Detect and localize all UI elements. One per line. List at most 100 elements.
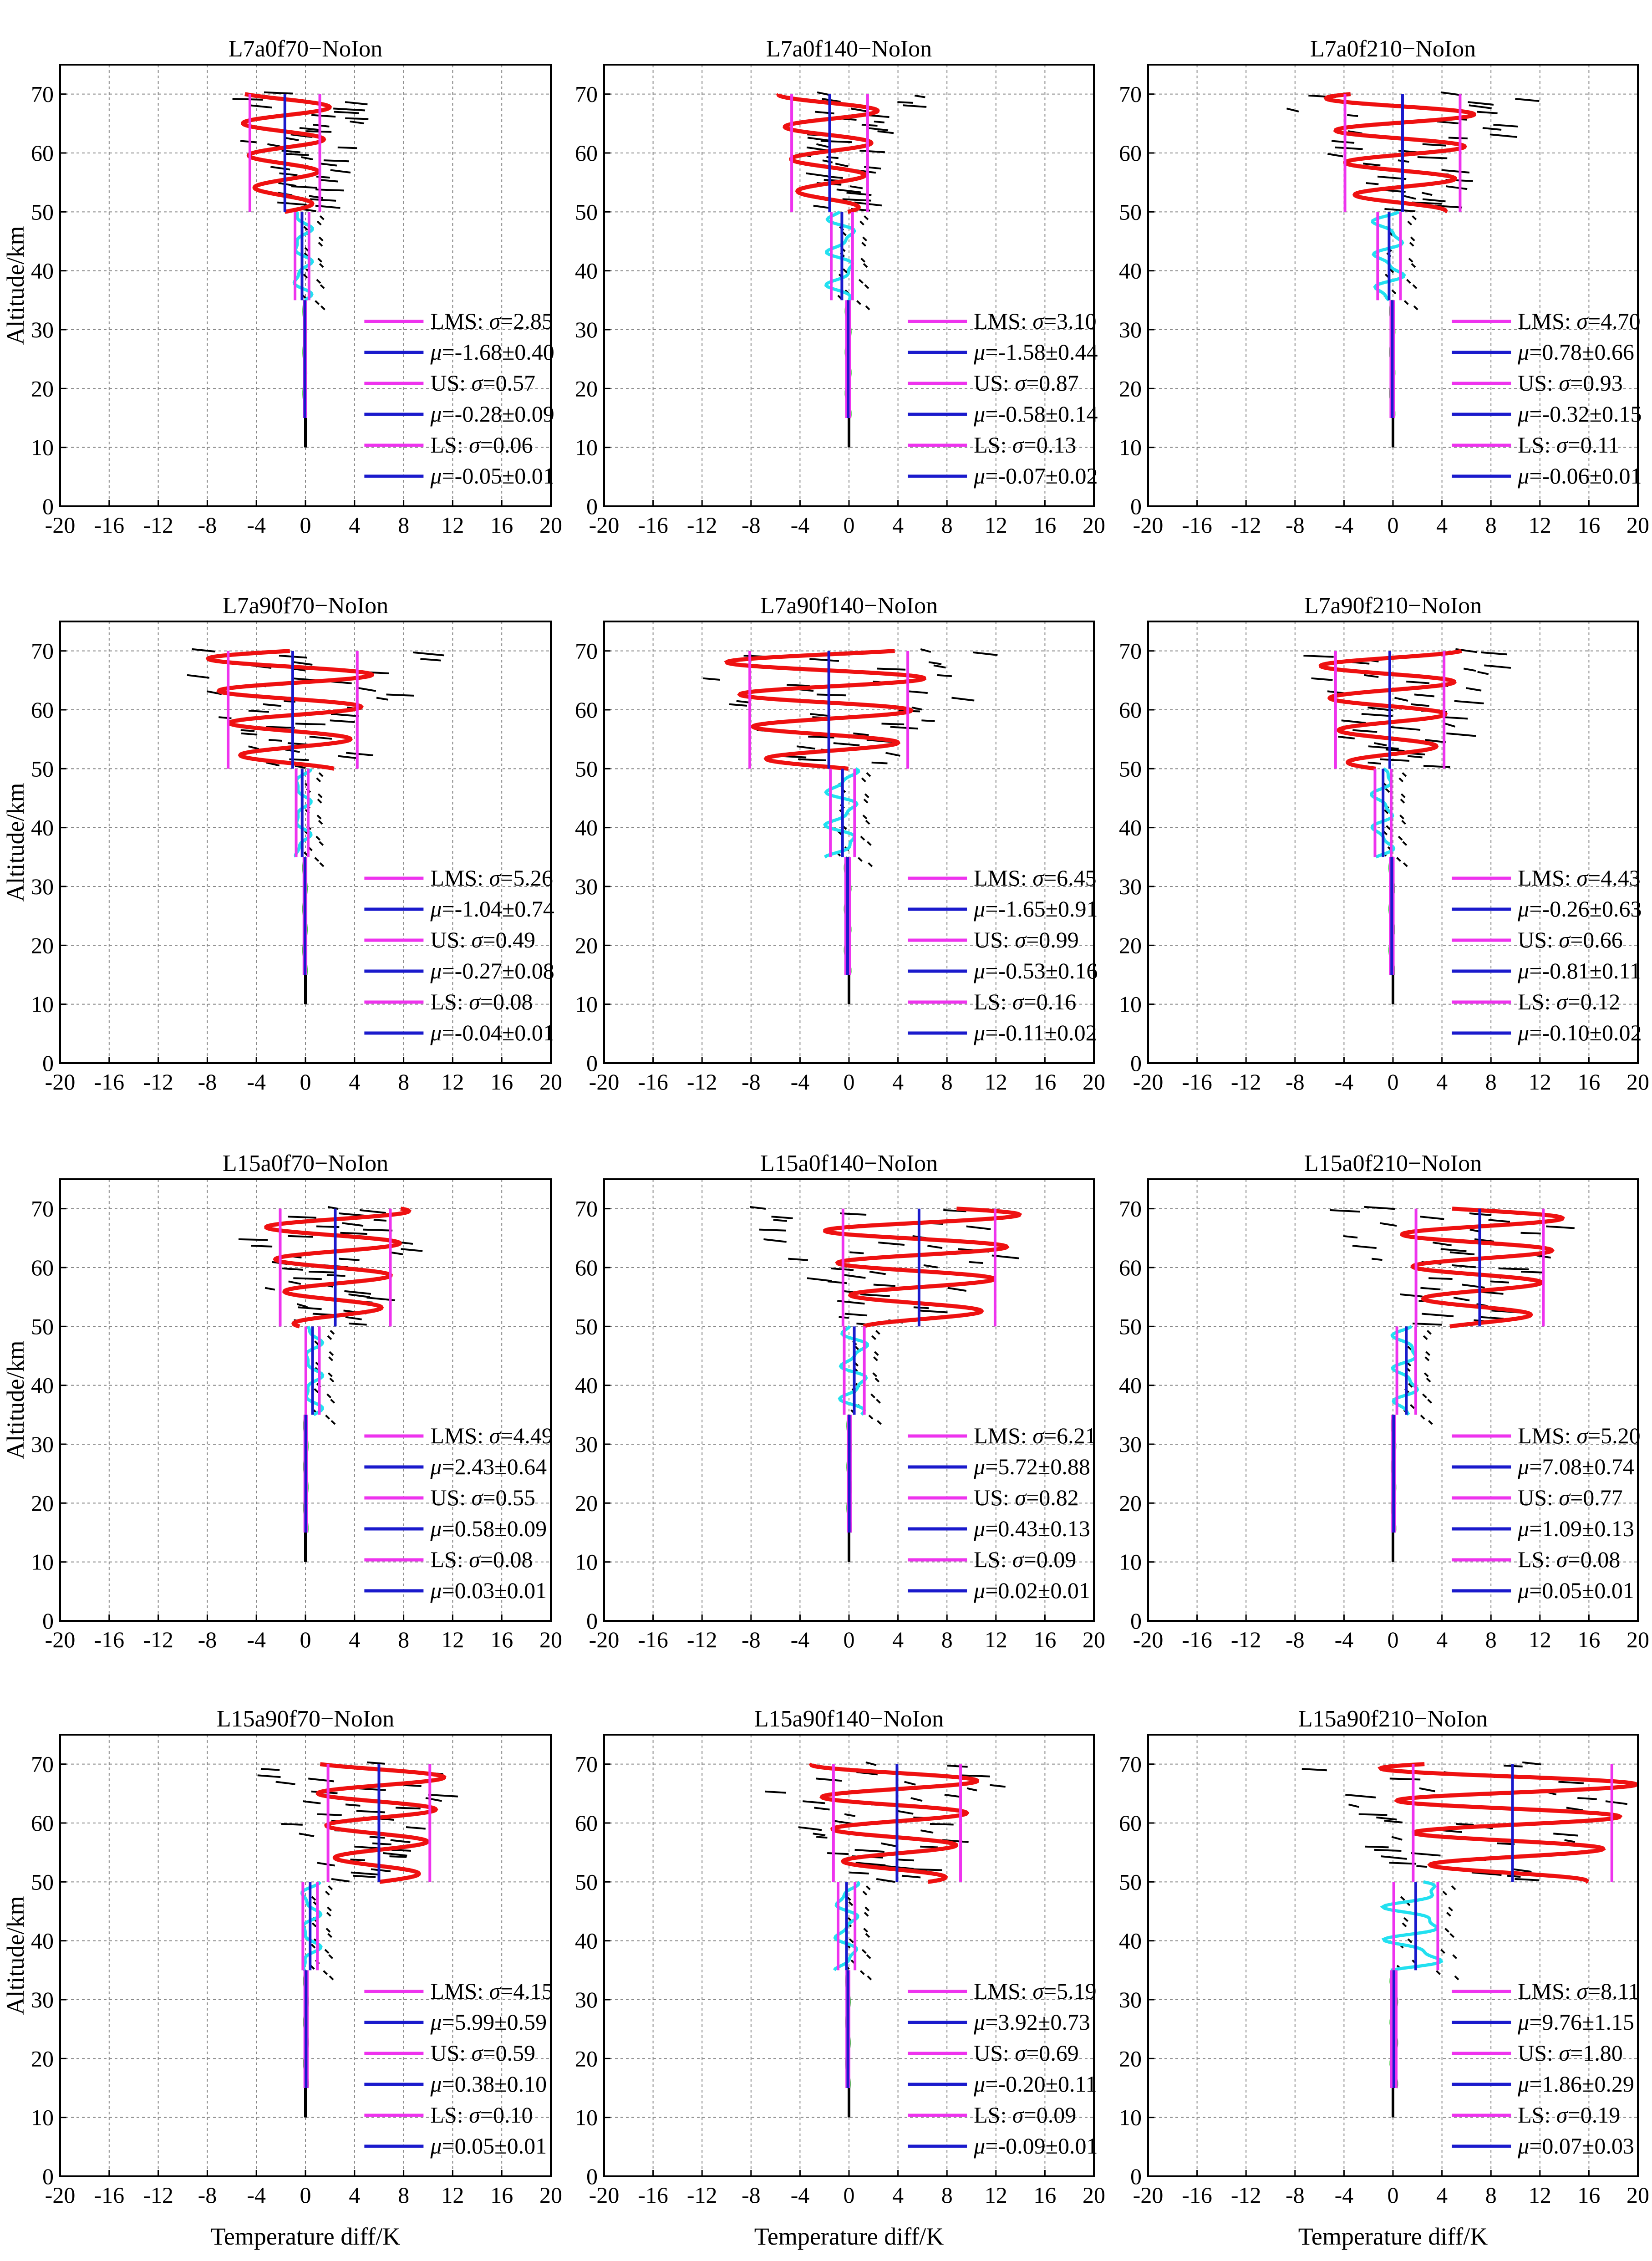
x-tick-label: -12 [687,1069,717,1095]
x-tick-label: -16 [94,512,124,538]
x-tick-label: -8 [1286,1069,1305,1095]
y-tick-label: 20 [31,932,54,958]
legend-entry: μ=-0.07±0.02 [973,463,1098,489]
legend-entry: μ=-0.58±0.14 [973,401,1098,427]
legend-entry: LMS: σ=5.26 [430,865,553,891]
panel-frame [603,1178,1095,1622]
legend-entry: LS: σ=0.08 [430,989,533,1014]
y-tick-label: 60 [1119,697,1142,723]
legend-entry: μ=0.38±0.10 [430,2071,547,2097]
panel-plot-area [232,91,369,448]
red-profile [1318,649,1462,771]
x-tick-label: 12 [1529,1627,1551,1652]
x-tick-label: 0 [1388,512,1399,538]
x-tick-label: 20 [1083,1627,1105,1652]
legend: LMS: σ=5.20 μ=7.08±0.74 US: σ=0.77 μ=1.09±0… [1452,1423,1641,1603]
x-tick-label: -16 [638,1069,668,1095]
y-tick-label: 70 [31,81,54,107]
red-profile [1323,92,1477,214]
legend-entry: μ=2.43±0.64 [430,1454,547,1479]
x-tick-label: -20 [45,1069,76,1095]
legend-entry: US: σ=0.87 [974,370,1079,396]
x-tick-label: 20 [1627,512,1649,538]
y-tick-label: 50 [31,1869,54,1894]
y-tick-label: 50 [575,1314,598,1339]
y-tick-label: 0 [1130,1608,1142,1634]
legend: LMS: σ=4.49 μ=2.43±0.64 US: σ=0.55 μ=0.58±0… [364,1423,553,1603]
y-tick-label: 30 [575,1987,598,2012]
y-tick-label: 0 [1130,2164,1142,2189]
x-tick-label: -16 [94,2182,124,2208]
legend-entry: LMS: σ=3.10 [974,308,1097,334]
y-tick-label: 20 [1119,1490,1142,1516]
x-tick-label: 16 [1033,1069,1056,1095]
x-tick-label: 8 [941,1627,953,1652]
legend-entry: US: σ=0.99 [974,927,1079,952]
x-tick-label: -8 [198,2182,217,2208]
legend-entry: LMS: σ=4.70 [1518,308,1641,334]
y-tick-label: 40 [575,1928,598,1954]
y-tick-label: 20 [575,932,598,958]
y-tick-label: 10 [1119,1549,1142,1575]
y-tick-label: 10 [31,435,54,460]
y-tick-label: 0 [586,2164,598,2189]
x-tick-label: -12 [143,1069,173,1095]
panel-plot-area [1303,648,1511,1004]
y-tick-label: 40 [1119,815,1142,840]
panel-plot-area [1286,91,1540,448]
x-tick-label: 8 [1485,512,1497,538]
x-tick-label: 20 [1083,2182,1105,2208]
x-tick-label: -20 [1133,2182,1164,2208]
x-tick-label: -8 [1286,512,1305,538]
x-tick-label: -8 [198,1627,217,1652]
y-tick-label: 60 [575,1255,598,1280]
legend-entry: LMS: σ=5.20 [1518,1423,1641,1448]
legend-entry: LS: σ=0.10 [430,2102,533,2128]
legend: LMS: σ=3.10 μ=-1.58±0.44 US: σ=0.87 μ=-0.58… [908,308,1098,489]
panel-title: L15a90f140−NoIon [754,1706,944,1732]
panel-7: -20 -16 -12 -8 -4 0 4 8 12 16 20 0 10 20 30 40 50 60 70 L15… [2,1151,562,1652]
panel-10: -20 -16 -12 -8 -4 0 4 8 12 16 20 0 10 20 30 40 50 60 70 L15… [2,1706,562,2250]
panel-frame [603,64,1095,507]
legend-entry: LMS: σ=8.11 [1518,1978,1640,2004]
panel-plot-area [1301,1761,1638,2118]
legend-entry: μ=0.07±0.03 [1517,2133,1634,2159]
y-tick-label: 20 [575,2046,598,2071]
panel-frame [59,64,552,507]
y-tick-label: 50 [575,1869,598,1894]
x-tick-label: 16 [490,512,513,538]
x-tick-label: 0 [300,1069,311,1095]
y-tick-label: 0 [42,2164,54,2189]
panel-title: L7a0f140−NoIon [766,36,932,62]
y-tick-label: 0 [586,494,598,519]
y-tick-label: 0 [586,1608,598,1634]
x-tick-label: -12 [143,1627,173,1652]
legend-entry: US: σ=0.49 [430,927,535,952]
y-tick-label: 70 [1119,638,1142,664]
x-tick-label: 0 [300,512,311,538]
x-tick-label: 4 [1436,512,1448,538]
x-tick-label: 8 [398,512,409,538]
y-tick-label: 70 [575,1752,598,1777]
x-tick-label: 0 [300,1627,311,1652]
x-tick-label: 16 [1577,2182,1600,2208]
x-tick-label: -12 [1231,1627,1261,1652]
x-tick-label: 8 [398,2182,409,2208]
x-tick-label: 16 [1577,512,1600,538]
y-tick-label: 20 [1119,376,1142,401]
x-tick-label: 8 [398,1627,409,1652]
legend-entry: μ=0.02±0.01 [973,1578,1090,1603]
x-tick-label: -12 [687,512,717,538]
red-profile [205,649,374,771]
legend-entry: μ=-0.26±0.63 [1517,896,1642,922]
y-tick-label: 70 [31,638,54,664]
y-tick-label: 60 [31,1255,54,1280]
y-tick-label: 50 [31,199,54,224]
red-profile [724,649,927,771]
y-tick-label: 0 [42,1608,54,1634]
legend-entry: LMS: σ=5.19 [974,1978,1097,2004]
x-tick-label: 0 [1388,1627,1399,1652]
legend-entry: μ=-1.04±0.74 [430,896,554,922]
x-tick-label: -12 [1231,2182,1261,2208]
y-tick-label: 40 [31,815,54,840]
